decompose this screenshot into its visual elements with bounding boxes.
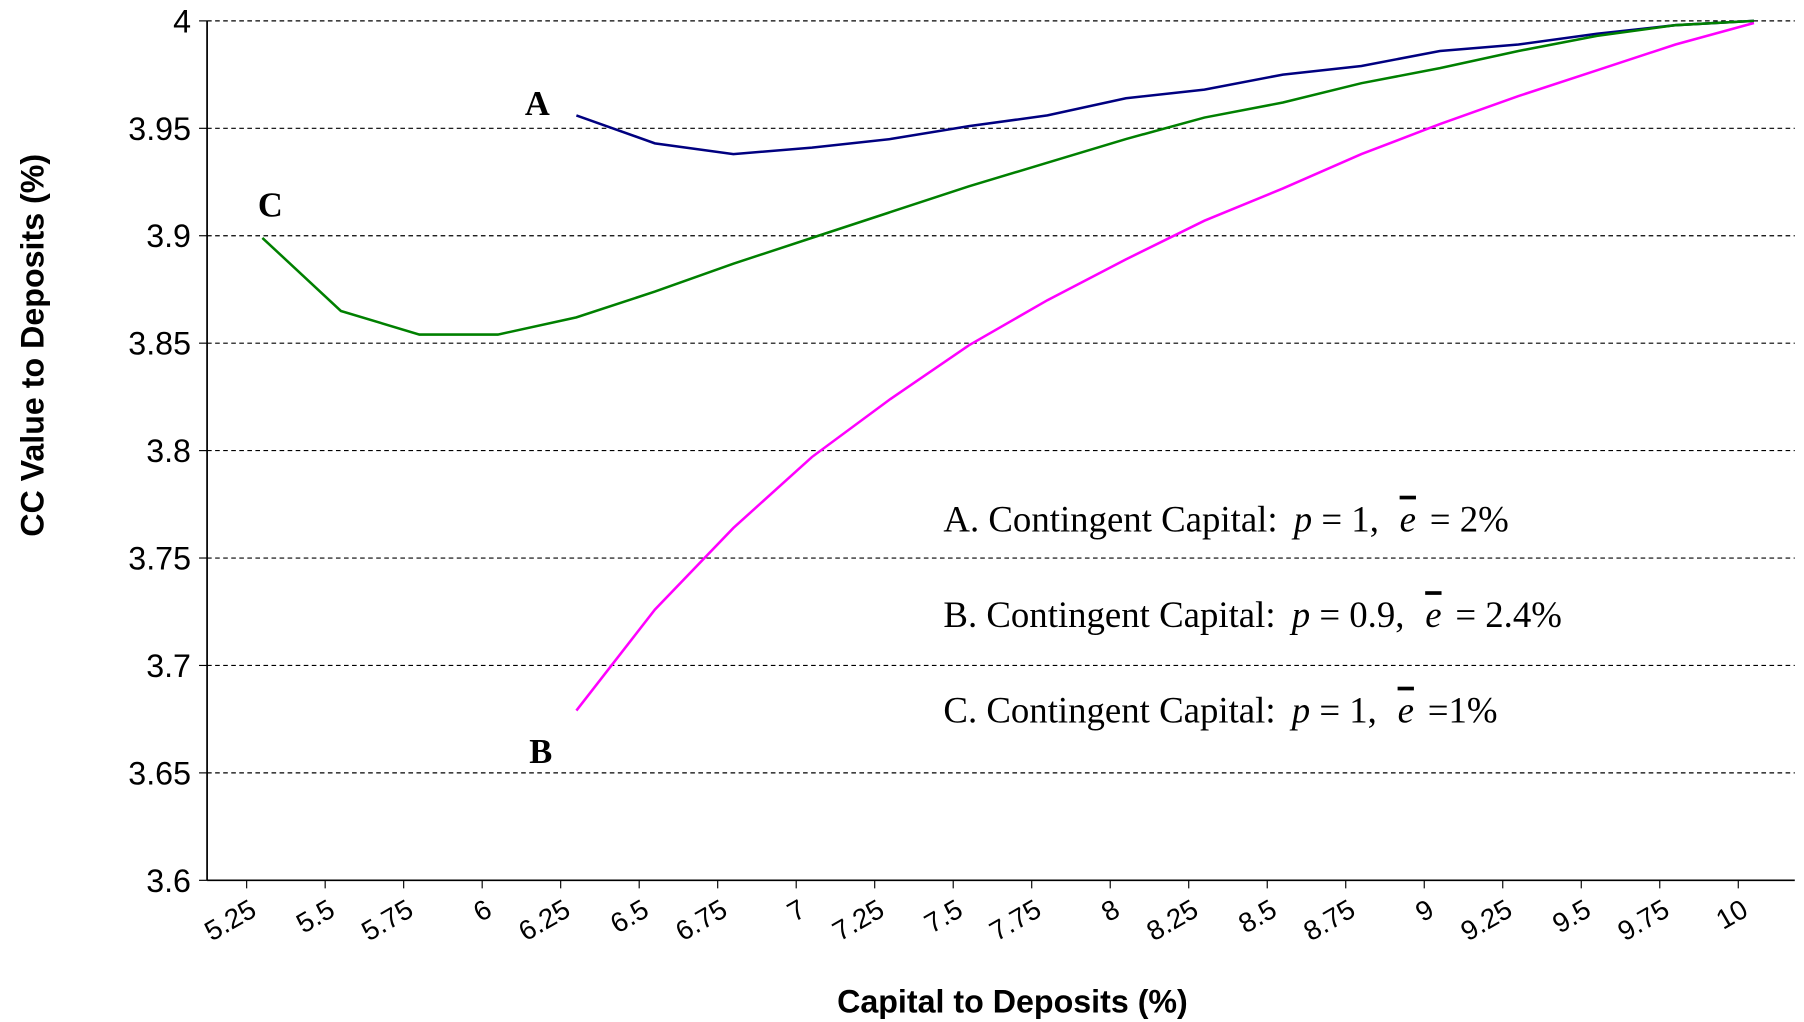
x-tick-label: 9 [1410, 893, 1439, 928]
y-tick-label: 3.6 [146, 863, 191, 899]
legend-entry: B. Contingent Capital: p = 0.9, e = 2.4% [943, 594, 1562, 635]
y-axis-title: CC Value to Deposits (%) [15, 154, 51, 537]
series-line [261, 19, 1755, 336]
x-tick-label: 9.75 [1612, 893, 1674, 947]
legend-prefix: A. Contingent Capital: [943, 499, 1277, 540]
x-tick-label: 6.5 [605, 893, 654, 939]
y-tick-label: 3.8 [146, 433, 191, 469]
legend-e-value: = 2.4% [1455, 594, 1562, 635]
x-tick-label: 8.5 [1233, 893, 1282, 939]
y-tick-label: 3.7 [146, 648, 191, 684]
y-tick-label: 3.95 [128, 111, 191, 147]
legend-p: p [1289, 690, 1310, 731]
legend-prefix: C. Contingent Capital: [943, 690, 1275, 731]
x-tick-label: 5.5 [291, 893, 340, 939]
x-tick-label: 9.25 [1455, 893, 1517, 947]
x-tick-label: 6.75 [670, 893, 732, 947]
legend-p-value: = 1, [1319, 690, 1377, 731]
y-tick-label: 3.65 [128, 755, 191, 791]
legend-e-value: = 2% [1430, 499, 1509, 540]
legend-entry: C. Contingent Capital: p = 1, e =1% [943, 690, 1497, 731]
y-tick-label: 3.75 [128, 541, 191, 577]
x-tick-label: 6.25 [513, 893, 575, 947]
x-tick-label: 6 [468, 893, 497, 928]
legend-prefix: B. Contingent Capital: [943, 594, 1275, 635]
legend-e: e [1398, 690, 1414, 731]
x-tick-label: 9.5 [1547, 893, 1596, 939]
legend-p: p [1291, 499, 1312, 540]
x-tick-label: 7.75 [984, 893, 1046, 947]
series-label: B [529, 733, 552, 771]
y-tick-label: 3.85 [128, 326, 191, 362]
x-tick-label: 8.75 [1298, 893, 1360, 947]
legend-e: e [1400, 499, 1416, 540]
series-label: A [525, 85, 550, 123]
x-tick-label: 10 [1711, 893, 1753, 935]
y-tick-label: 3.9 [146, 218, 191, 254]
x-tick-label: 8.25 [1141, 893, 1203, 947]
x-tick-label: 5.75 [356, 893, 418, 947]
legend-p-value: = 0.9, [1319, 594, 1404, 635]
series-label: C [258, 186, 283, 224]
y-tick-label: 4 [173, 3, 191, 39]
legend-e: e [1425, 594, 1441, 635]
legend-p: p [1289, 594, 1310, 635]
legend-p-value: = 1, [1321, 499, 1379, 540]
x-tick-label: 7.5 [919, 893, 968, 939]
x-tick-label: 5.25 [199, 893, 261, 947]
legend-entry: A. Contingent Capital: p = 1, e = 2% [943, 499, 1508, 540]
x-axis-title: Capital to Deposits (%) [837, 984, 1188, 1020]
series-line [575, 21, 1755, 712]
x-tick-label: 7.25 [827, 893, 889, 947]
x-tick-label: 8 [1096, 893, 1125, 928]
legend-e-value: =1% [1428, 690, 1498, 731]
series-line [575, 19, 1755, 156]
x-tick-label: 7 [782, 893, 811, 928]
